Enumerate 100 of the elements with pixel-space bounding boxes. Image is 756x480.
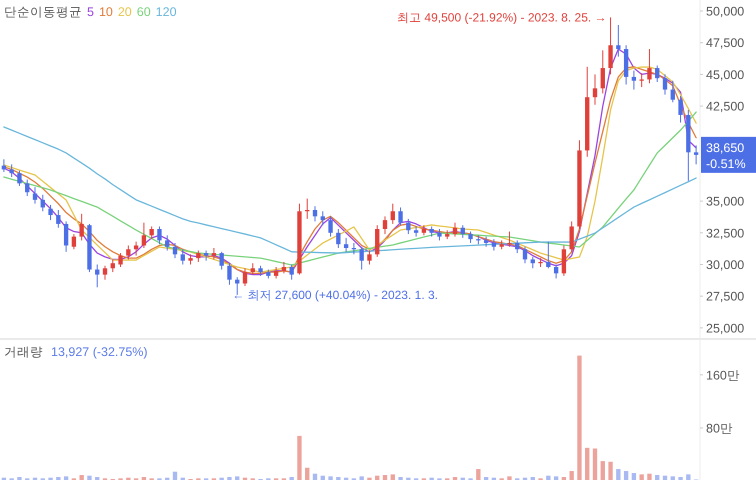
y-tick-label: 160만 xyxy=(706,368,740,382)
candlestick xyxy=(452,222,458,238)
text: 38,650 -0.51% xyxy=(706,140,746,171)
candlestick xyxy=(460,224,465,238)
bar xyxy=(17,477,22,480)
bar xyxy=(670,476,675,480)
candlestick xyxy=(188,254,193,265)
bar xyxy=(600,461,605,480)
bar xyxy=(569,471,574,480)
candlestick xyxy=(569,220,574,252)
candlestick xyxy=(25,179,30,197)
bar xyxy=(647,474,652,480)
candlestick xyxy=(336,228,341,249)
bar xyxy=(375,476,380,480)
candlestick xyxy=(328,216,333,238)
bar xyxy=(655,475,660,480)
candlestick xyxy=(305,198,310,220)
candlestick xyxy=(522,246,528,264)
bar xyxy=(382,475,388,480)
bar xyxy=(320,476,325,480)
candlestick xyxy=(484,236,488,248)
bar xyxy=(616,469,621,480)
bar xyxy=(172,472,178,480)
y-tick-label: 42,500 xyxy=(706,100,744,114)
candlestick xyxy=(694,144,698,165)
bar xyxy=(585,448,590,480)
bar xyxy=(235,476,240,480)
candlestick xyxy=(2,158,6,172)
candlestick xyxy=(662,74,668,96)
candlestick xyxy=(17,170,22,186)
annotation: 13,927 (-32.75%) xyxy=(51,345,148,359)
candlestick xyxy=(616,24,621,58)
candlestick xyxy=(515,240,520,254)
annotation: 최고 49,500 (-21.92%) - 2023. 8. 25. → xyxy=(397,10,607,24)
candlestick xyxy=(546,241,551,269)
candlestick xyxy=(118,252,123,268)
candlestick xyxy=(242,268,248,287)
y-tick-label: 50,000 xyxy=(706,4,744,19)
candlestick xyxy=(40,194,45,212)
bar xyxy=(562,477,566,480)
bar xyxy=(359,476,364,480)
candlestick xyxy=(359,246,364,270)
y-tick-label: 27,500 xyxy=(706,290,744,304)
bar xyxy=(79,475,84,480)
candlestick xyxy=(235,276,240,296)
bar xyxy=(336,477,341,480)
text: 거래량 xyxy=(4,345,43,359)
candlestick xyxy=(554,264,558,279)
candlestick xyxy=(48,204,53,221)
candlestick xyxy=(72,234,76,250)
candlestick xyxy=(647,48,652,84)
candlestick xyxy=(414,226,418,238)
candlestick xyxy=(422,224,426,236)
candlestick xyxy=(492,238,496,252)
bar xyxy=(312,474,318,480)
y-tick-label: 35,000 xyxy=(706,194,744,209)
bar xyxy=(95,477,100,480)
candlestick xyxy=(406,218,411,235)
legend-title: 단순이동평균 xyxy=(4,5,82,19)
bar xyxy=(608,462,613,480)
candlestick xyxy=(95,264,100,288)
bar xyxy=(546,476,551,480)
candlestick xyxy=(289,264,294,280)
candlestick xyxy=(212,248,216,260)
bar xyxy=(56,477,61,480)
candlestick xyxy=(204,250,208,262)
line-series xyxy=(3,111,697,266)
bar xyxy=(142,477,146,480)
text: 20 xyxy=(118,5,132,19)
candlestick xyxy=(678,95,683,124)
candlestick xyxy=(429,226,434,238)
candlestick xyxy=(468,231,473,244)
candlestick xyxy=(110,258,115,273)
bar xyxy=(530,477,535,480)
bar xyxy=(632,473,636,480)
bar xyxy=(452,477,458,480)
candlestick xyxy=(655,65,660,82)
bar xyxy=(305,468,310,480)
text: 10 xyxy=(98,5,113,19)
bar xyxy=(678,477,683,480)
candlestick xyxy=(157,226,162,245)
candlestick xyxy=(196,250,201,262)
candlestick xyxy=(382,216,388,235)
candlestick xyxy=(530,256,535,269)
candlestick xyxy=(390,203,395,224)
y-tick-label: 47,500 xyxy=(706,36,744,50)
candlestick xyxy=(632,70,636,90)
candlestick xyxy=(172,242,178,259)
y-tick-label: 80만 xyxy=(706,421,733,436)
bar xyxy=(662,476,668,480)
candlestick xyxy=(56,209,61,228)
candlestick xyxy=(149,226,154,240)
candlestick xyxy=(312,206,318,222)
bar xyxy=(554,476,558,480)
bar xyxy=(398,477,403,480)
candlestick xyxy=(608,16,613,75)
bar xyxy=(289,477,294,480)
bar xyxy=(64,476,68,480)
candlestick xyxy=(126,244,131,260)
bar xyxy=(297,436,302,480)
